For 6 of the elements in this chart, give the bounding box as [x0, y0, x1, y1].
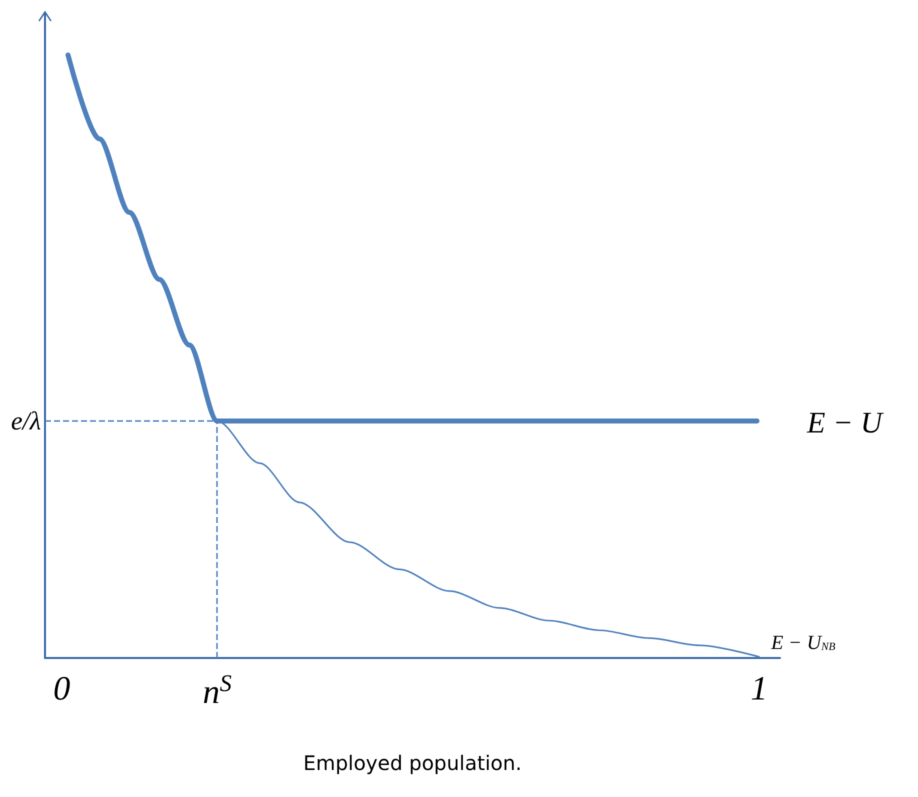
- x-tick-label: 0: [53, 670, 70, 708]
- x-axis-title: Employed population.: [303, 751, 522, 775]
- ref-line-label: e/λ: [10, 406, 41, 436]
- series-label: E − UNB: [770, 632, 836, 654]
- x-tick-label: 1: [750, 670, 768, 708]
- series-label: E − U: [806, 406, 885, 440]
